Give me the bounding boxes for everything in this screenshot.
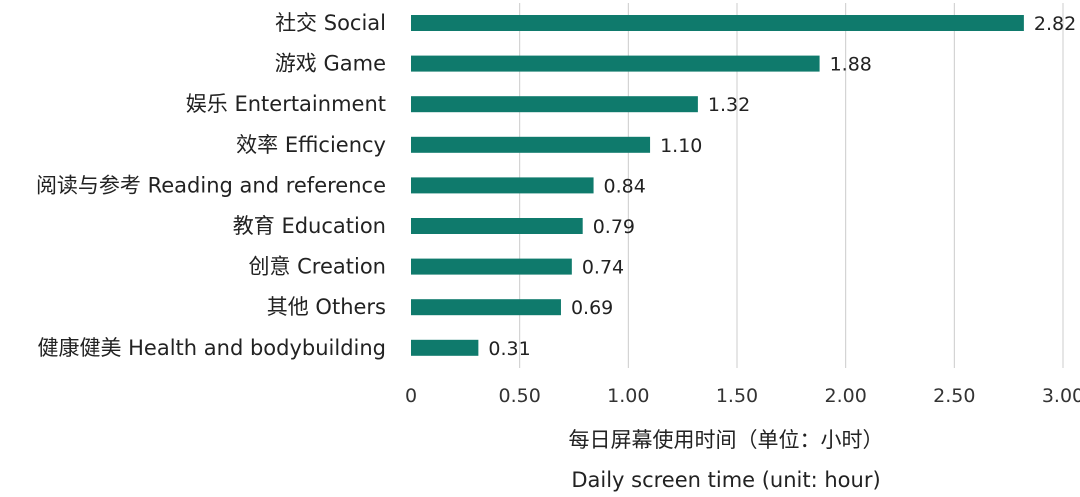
bar <box>411 15 1024 31</box>
x-axis-title-en: Daily screen time (unit: hour) <box>571 468 880 492</box>
bar <box>411 339 479 356</box>
bars <box>411 15 1024 356</box>
value-labels: 2.82 1.88 1.32 1.10 0.84 0.79 0.74 0.69 0.31 <box>488 13 1076 360</box>
value-label: 2.82 <box>1034 13 1076 35</box>
category-label: 阅读与参考 Reading and reference <box>36 173 386 197</box>
value-label: 0.84 <box>604 175 646 197</box>
category-label: 创意 Creation <box>248 255 386 279</box>
x-axis-title-cn: 每日屏幕使用时间（单位：小时） <box>569 428 884 452</box>
value-label: 0.31 <box>488 338 530 360</box>
value-label: 1.32 <box>708 94 750 116</box>
category-labels: 社交 Social 游戏 Game 娱乐 Entertainment 效率 Effic… <box>36 11 386 360</box>
value-label: 0.79 <box>593 216 635 238</box>
category-label: 健康健美 Health and bodybuilding <box>37 336 386 360</box>
x-tick-label: 2.50 <box>933 385 975 407</box>
x-tick-label: 1.00 <box>607 385 649 407</box>
bar <box>411 96 698 113</box>
bar <box>411 258 572 275</box>
x-tick-label: 3.00 <box>1042 385 1080 407</box>
bar <box>411 55 820 72</box>
category-label: 社交 Social <box>275 11 386 35</box>
x-tick-label: 0 <box>405 385 417 407</box>
x-tick-label: 2.00 <box>825 385 867 407</box>
bar <box>411 136 651 153</box>
value-label: 1.88 <box>830 54 872 76</box>
x-tick-label: 1.50 <box>716 385 758 407</box>
value-label: 1.10 <box>660 135 702 157</box>
category-label: 其他 Others <box>267 295 386 319</box>
bar <box>411 218 583 234</box>
bar <box>411 299 561 316</box>
category-label: 游戏 Game <box>275 52 386 76</box>
x-axis-ticks: 0 0.50 1.00 1.50 2.00 2.50 3.00 <box>405 385 1080 407</box>
category-label: 教育 Education <box>233 214 386 238</box>
category-label: 效率 Efficiency <box>236 133 386 157</box>
bar <box>411 177 594 194</box>
value-label: 0.74 <box>582 257 624 279</box>
x-tick-label: 0.50 <box>499 385 541 407</box>
value-label: 0.69 <box>571 297 613 319</box>
category-label: 娱乐 Entertainment <box>186 92 386 116</box>
